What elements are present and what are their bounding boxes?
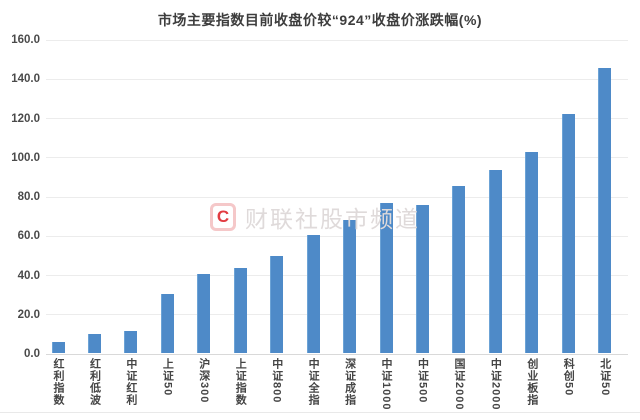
gridline — [46, 196, 628, 198]
bar-红利指数 — [51, 342, 65, 353]
bar-上证50 — [160, 293, 174, 353]
x-tick-label: 中证2000 — [489, 358, 502, 411]
x-tick-label: 中证红利 — [124, 358, 137, 406]
y-tick-label: 20.0 — [17, 308, 40, 321]
bar-沪深300 — [197, 273, 211, 353]
x-axis-line — [46, 353, 628, 355]
gridline — [46, 314, 628, 316]
y-tick-label: 40.0 — [17, 269, 40, 282]
x-tick-label: 科创50 — [562, 358, 575, 397]
x-tick-label: 中证1000 — [380, 358, 393, 411]
gridline — [46, 39, 628, 41]
gridline — [46, 118, 628, 119]
x-tick-label: 沪深300 — [197, 358, 210, 404]
x-tick-label: 深证成指 — [343, 358, 356, 406]
x-tick-label: 国证2000 — [452, 358, 465, 411]
plot-area — [46, 39, 628, 355]
y-tick-label: 120.0 — [11, 112, 40, 125]
bar-中证800 — [270, 255, 284, 353]
bottom-divider — [0, 412, 640, 413]
bar-中证2000 — [488, 170, 502, 353]
x-tick-label: 中证500 — [416, 358, 429, 404]
x-tick-label: 上证50 — [161, 358, 174, 397]
gridline — [46, 235, 628, 237]
x-tick-label: 红利指数 — [52, 358, 64, 406]
bar-中证红利 — [124, 331, 138, 353]
y-tick-label: 60.0 — [17, 230, 40, 243]
y-tick-label: 100.0 — [11, 151, 40, 164]
x-tick-label: 创业板指 — [525, 358, 538, 406]
gridline — [46, 157, 628, 159]
bar-上证指数 — [233, 268, 247, 353]
gridline — [46, 78, 628, 80]
bar-中证1000 — [379, 203, 393, 353]
x-tick-label: 中证全指 — [307, 358, 320, 406]
x-tick-label: 红利低波 — [88, 358, 101, 406]
bar-科创50 — [561, 113, 575, 353]
gridline — [46, 275, 628, 276]
bar-中证全指 — [306, 235, 320, 353]
y-tick-label: 0.0 — [24, 348, 40, 360]
bar-深证成指 — [343, 220, 357, 353]
bar-红利低波 — [87, 333, 101, 353]
bar-国证2000 — [452, 185, 466, 353]
y-tick-label: 160.0 — [11, 34, 40, 46]
y-tick-label: 140.0 — [11, 73, 40, 86]
x-tick-label: 上证指数 — [234, 358, 247, 406]
bar-北证50 — [598, 67, 612, 353]
y-tick-label: 80.0 — [17, 191, 40, 203]
chart-title: 市场主要指数目前收盘价较“924”收盘价涨跌幅(%) — [157, 12, 483, 28]
x-tick-label: 中证800 — [270, 358, 283, 404]
bar-创业板指 — [525, 152, 539, 353]
x-tick-label: 北证50 — [598, 358, 611, 397]
bar-中证500 — [416, 204, 429, 353]
